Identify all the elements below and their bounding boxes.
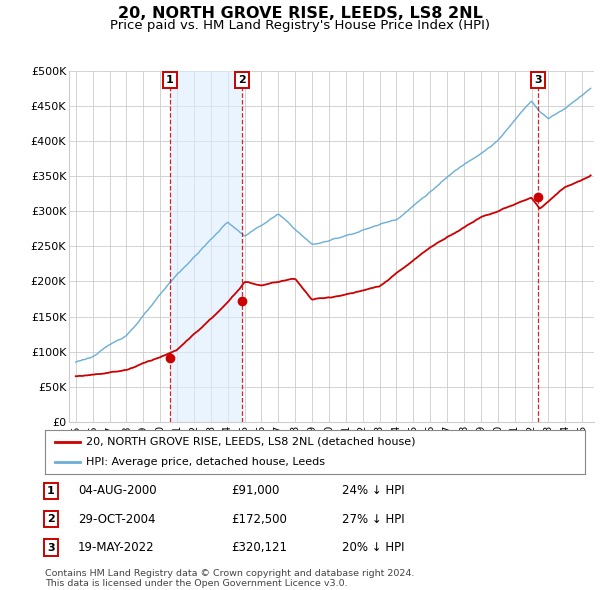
Text: Price paid vs. HM Land Registry's House Price Index (HPI): Price paid vs. HM Land Registry's House … xyxy=(110,19,490,32)
Text: HPI: Average price, detached house, Leeds: HPI: Average price, detached house, Leed… xyxy=(86,457,325,467)
Text: 1: 1 xyxy=(166,75,174,85)
Bar xyxy=(170,71,242,422)
Text: 19-MAY-2022: 19-MAY-2022 xyxy=(78,541,155,554)
Text: 04-AUG-2000: 04-AUG-2000 xyxy=(78,484,157,497)
Text: 2: 2 xyxy=(47,514,55,524)
Text: 27% ↓ HPI: 27% ↓ HPI xyxy=(342,513,404,526)
Text: 1: 1 xyxy=(47,486,55,496)
Text: £320,121: £320,121 xyxy=(231,541,287,554)
Text: £91,000: £91,000 xyxy=(231,484,280,497)
Text: Contains HM Land Registry data © Crown copyright and database right 2024.
This d: Contains HM Land Registry data © Crown c… xyxy=(45,569,415,588)
Text: £172,500: £172,500 xyxy=(231,513,287,526)
Text: 20% ↓ HPI: 20% ↓ HPI xyxy=(342,541,404,554)
Text: 20, NORTH GROVE RISE, LEEDS, LS8 2NL (detached house): 20, NORTH GROVE RISE, LEEDS, LS8 2NL (de… xyxy=(86,437,415,447)
Text: 3: 3 xyxy=(47,543,55,552)
Text: 29-OCT-2004: 29-OCT-2004 xyxy=(78,513,155,526)
Text: 24% ↓ HPI: 24% ↓ HPI xyxy=(342,484,404,497)
Text: 3: 3 xyxy=(534,75,542,85)
Text: 20, NORTH GROVE RISE, LEEDS, LS8 2NL: 20, NORTH GROVE RISE, LEEDS, LS8 2NL xyxy=(118,6,482,21)
Text: 2: 2 xyxy=(238,75,245,85)
